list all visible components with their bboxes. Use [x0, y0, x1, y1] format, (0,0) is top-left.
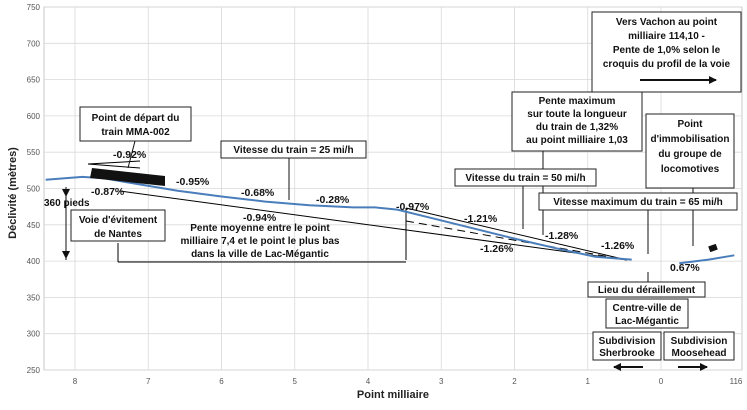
svg-text:au point milliaire 1,03: au point milliaire 1,03 — [526, 135, 628, 146]
y-tick-label: 400 — [27, 257, 41, 266]
elevation-line-1 — [679, 254, 735, 265]
svg-text:croquis du profil de la voie: croquis du profil de la voie — [603, 59, 731, 70]
gradient-reference-lines — [65, 160, 628, 263]
svg-text:dans la ville de Lac-Mégantic: dans la ville de Lac-Mégantic — [191, 249, 329, 260]
gradient-label: -0.94% — [243, 212, 277, 224]
svg-text:du groupe de: du groupe de — [658, 149, 722, 160]
gradient-label: -1.26% — [480, 243, 514, 255]
x-tick-label: 1 — [586, 377, 591, 386]
gradient-label: -0.95% — [176, 176, 210, 188]
average-gradient-annotation: Pente moyenne entre le point milliaire 7… — [181, 223, 340, 260]
y-axis-ticks: 250 300 350 400 450 500 550 600 650 700 750 — [27, 3, 41, 375]
y-tick-label: 300 — [27, 330, 41, 339]
nantes-siding-annotation: Voie d'évitement de Nantes — [70, 209, 166, 242]
x-tick-label: 0 — [659, 377, 664, 386]
svg-text:Point: Point — [678, 119, 704, 130]
departure-annotation: Point de départ du train MMA-002 — [79, 106, 192, 142]
y-tick-label: 550 — [27, 148, 41, 157]
gradient-label: -0.97% — [396, 201, 430, 213]
x-tick-label: 6 — [219, 377, 224, 386]
x-tick-label: 2 — [512, 377, 517, 386]
vachon-annotation: Vers Vachon au point milliaire 114,10 - … — [591, 11, 742, 93]
svg-text:du train de 1,32%: du train de 1,32% — [536, 122, 618, 133]
y-tick-label: 750 — [27, 3, 41, 12]
svg-text:Pente moyenne entre le point: Pente moyenne entre le point — [190, 223, 330, 234]
locomotive-stop-annotation: Point d'immobilisation du groupe de loco… — [645, 113, 735, 189]
y-tick-label: 450 — [27, 221, 41, 230]
svg-text:Vitesse du train = 25 mi/h: Vitesse du train = 25 mi/h — [233, 145, 353, 156]
gradient-label: -0.87% — [91, 186, 125, 198]
svg-text:Lac-Mégantic: Lac-Mégantic — [615, 316, 679, 327]
svg-text:Moosehead: Moosehead — [671, 348, 726, 359]
gradient-label: -0.92% — [113, 149, 147, 161]
max-gradient-annotation: Pente maximum sur toute la longueur du t… — [511, 91, 643, 152]
x-axis-ticks: 8 7 6 5 4 3 2 1 0 116 — [73, 377, 743, 386]
svg-text:Lieu du déraillement: Lieu du déraillement — [598, 285, 696, 296]
y-tick-label: 350 — [27, 293, 41, 302]
speed-25-annotation: Vitesse du train = 25 mi/h — [220, 140, 367, 159]
svg-text:Point de départ du: Point de départ du — [92, 113, 180, 124]
svg-text:de Nantes: de Nantes — [94, 229, 142, 240]
y-tick-label: 650 — [27, 76, 41, 85]
gradient-label: 0.67% — [670, 262, 700, 274]
x-tick-label: 116 — [730, 377, 743, 386]
y-tick-label: 250 — [27, 366, 41, 375]
svg-text:Vers Vachon au point: Vers Vachon au point — [616, 17, 718, 28]
gradient-label: -1.28% — [545, 230, 579, 242]
elevation-drop-label: 360 pieds — [44, 198, 90, 209]
locomotive-group-marker — [708, 243, 718, 253]
elevation-series — [45, 175, 735, 265]
svg-text:Voie d'évitement: Voie d'évitement — [79, 215, 158, 226]
svg-text:Sherbrooke: Sherbrooke — [599, 348, 655, 359]
svg-text:milliaire 114,10 -: milliaire 114,10 - — [628, 31, 705, 42]
x-tick-label: 5 — [293, 377, 298, 386]
x-tick-label: 8 — [73, 377, 78, 386]
speed-65-annotation: Vitesse maximum du train = 65 mi/h — [538, 192, 738, 211]
train-mma-002 — [90, 168, 165, 186]
downtown-annotation: Centre-ville de Lac-Mégantic — [605, 298, 689, 329]
gradient-label: -1.21% — [464, 213, 498, 225]
svg-text:Subdivision: Subdivision — [671, 336, 728, 347]
svg-text:d'immobilisation: d'immobilisation — [650, 134, 729, 145]
derailment-annotation: Lieu du déraillement — [587, 281, 706, 298]
svg-text:Subdivision: Subdivision — [599, 336, 656, 347]
moosehead-subdivision-annotation: Subdivision Moosehead — [663, 331, 735, 371]
svg-text:sur toute la longueur: sur toute la longueur — [527, 109, 627, 120]
gradient-label: -0.28% — [316, 194, 350, 206]
gradient-label: -1.26% — [601, 240, 635, 252]
speed-50-annotation: Vitesse du train = 50 mi/h — [454, 168, 597, 187]
y-tick-label: 500 — [27, 185, 41, 194]
svg-text:train MMA-002: train MMA-002 — [101, 127, 170, 138]
svg-text:milliaire 7,4 et le point le p: milliaire 7,4 et le point le plus bas — [181, 236, 340, 247]
svg-text:Vitesse maximum du train = 65: Vitesse maximum du train = 65 mi/h — [553, 197, 723, 208]
svg-text:Vitesse du train = 50 mi/h: Vitesse du train = 50 mi/h — [465, 173, 585, 184]
svg-text:Pente maximum: Pente maximum — [539, 96, 616, 107]
y-tick-label: 600 — [27, 112, 41, 121]
gradient-labels: -0.92% -0.87% -0.95% -0.68% -0.28% -0.97… — [91, 149, 700, 274]
svg-text:Centre-ville de: Centre-ville de — [613, 303, 682, 314]
svg-text:locomotives: locomotives — [661, 164, 720, 175]
x-axis-title: Point milliaire — [357, 389, 429, 401]
y-axis-title: Déclivité (mètres) — [7, 147, 19, 239]
sherbrooke-subdivision-annotation: Subdivision Sherbrooke — [592, 331, 662, 371]
x-tick-label: 7 — [146, 377, 151, 386]
gradient-label: -0.68% — [241, 187, 275, 199]
y-tick-label: 700 — [27, 39, 41, 48]
elevation-line-0 — [45, 175, 632, 261]
svg-text:Pente de 1,0% selon le: Pente de 1,0% selon le — [613, 45, 721, 56]
x-tick-label: 4 — [366, 377, 371, 386]
x-tick-label: 3 — [439, 377, 444, 386]
